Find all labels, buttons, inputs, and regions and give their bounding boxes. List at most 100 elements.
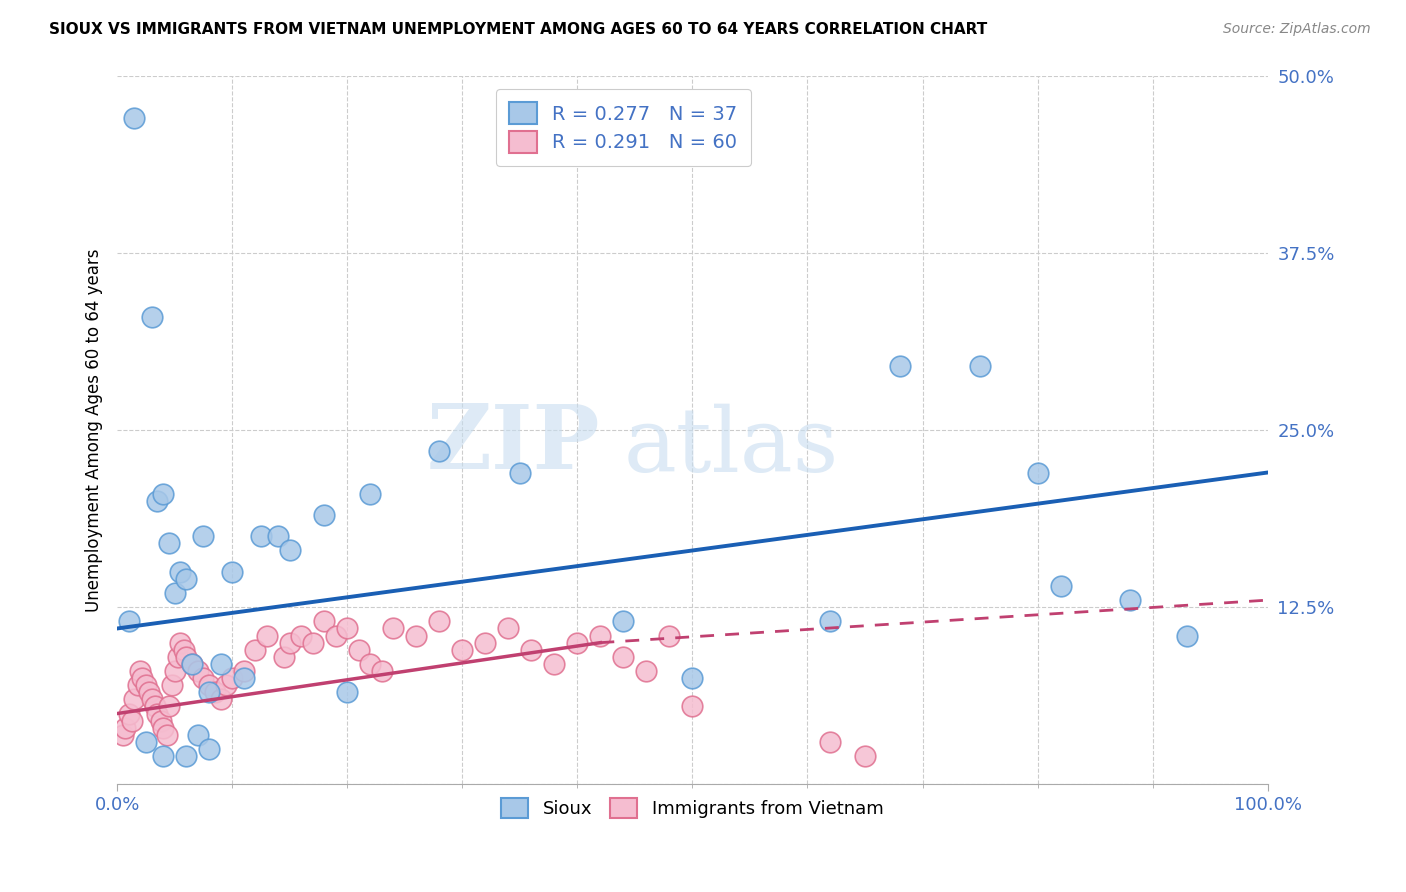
Text: Source: ZipAtlas.com: Source: ZipAtlas.com <box>1223 22 1371 37</box>
Point <box>681 671 703 685</box>
Point <box>221 565 243 579</box>
Point <box>187 728 209 742</box>
Point <box>162 678 184 692</box>
Point <box>820 615 842 629</box>
Point <box>267 529 290 543</box>
Point <box>336 685 359 699</box>
Point <box>612 649 634 664</box>
Point <box>146 494 169 508</box>
Point <box>520 642 543 657</box>
Point <box>156 728 179 742</box>
Point <box>250 529 273 543</box>
Point <box>173 642 195 657</box>
Point <box>889 359 911 374</box>
Point <box>181 657 204 671</box>
Point <box>209 657 232 671</box>
Point <box>567 635 589 649</box>
Y-axis label: Unemployment Among Ages 60 to 64 years: Unemployment Among Ages 60 to 64 years <box>86 248 103 612</box>
Point <box>405 629 427 643</box>
Point <box>427 444 450 458</box>
Point <box>256 629 278 643</box>
Point <box>969 359 991 374</box>
Point <box>169 635 191 649</box>
Point <box>114 721 136 735</box>
Point <box>681 699 703 714</box>
Text: SIOUX VS IMMIGRANTS FROM VIETNAM UNEMPLOYMENT AMONG AGES 60 TO 64 YEARS CORRELAT: SIOUX VS IMMIGRANTS FROM VIETNAM UNEMPLO… <box>49 22 987 37</box>
Point <box>221 671 243 685</box>
Point <box>127 678 149 692</box>
Point <box>359 487 381 501</box>
Point <box>215 678 238 692</box>
Point <box>152 749 174 764</box>
Point <box>141 310 163 324</box>
Point <box>198 685 221 699</box>
Point <box>427 615 450 629</box>
Point <box>474 635 496 649</box>
Point <box>146 706 169 721</box>
Point <box>138 685 160 699</box>
Point <box>152 487 174 501</box>
Point <box>273 649 295 664</box>
Point <box>198 742 221 756</box>
Point <box>167 649 190 664</box>
Point <box>174 749 197 764</box>
Point <box>1049 579 1071 593</box>
Point <box>1026 466 1049 480</box>
Point <box>371 664 394 678</box>
Point <box>193 529 215 543</box>
Point <box>451 642 474 657</box>
Point <box>301 635 323 649</box>
Point <box>135 735 157 749</box>
Point <box>232 671 254 685</box>
Point <box>589 629 612 643</box>
Point <box>336 622 359 636</box>
Point <box>509 466 531 480</box>
Point <box>290 629 312 643</box>
Point <box>118 615 141 629</box>
Point <box>193 671 215 685</box>
Point <box>131 671 153 685</box>
Point <box>143 699 166 714</box>
Point <box>278 543 301 558</box>
Point <box>187 664 209 678</box>
Point <box>198 678 221 692</box>
Point <box>543 657 565 671</box>
Point <box>612 615 634 629</box>
Point <box>118 706 141 721</box>
Point <box>820 735 842 749</box>
Point <box>382 622 405 636</box>
Legend: Sioux, Immigrants from Vietnam: Sioux, Immigrants from Vietnam <box>494 790 891 825</box>
Point <box>111 728 134 742</box>
Point <box>163 664 186 678</box>
Point <box>149 714 172 728</box>
Point <box>853 749 876 764</box>
Point <box>1175 629 1198 643</box>
Point <box>209 692 232 706</box>
Point <box>347 642 370 657</box>
Point <box>278 635 301 649</box>
Point <box>636 664 658 678</box>
Point <box>124 692 146 706</box>
Point <box>498 622 520 636</box>
Point <box>181 657 204 671</box>
Point <box>169 565 191 579</box>
Point <box>129 664 152 678</box>
Point <box>124 111 146 125</box>
Point <box>157 699 180 714</box>
Point <box>325 629 347 643</box>
Point <box>174 649 197 664</box>
Point <box>359 657 381 671</box>
Point <box>157 536 180 550</box>
Point <box>163 586 186 600</box>
Point <box>141 692 163 706</box>
Text: ZIP: ZIP <box>427 401 600 488</box>
Point <box>135 678 157 692</box>
Point <box>314 508 336 522</box>
Point <box>658 629 681 643</box>
Point <box>204 685 226 699</box>
Point <box>314 615 336 629</box>
Text: atlas: atlas <box>623 404 838 491</box>
Point <box>174 572 197 586</box>
Point <box>152 721 174 735</box>
Point <box>1118 593 1140 607</box>
